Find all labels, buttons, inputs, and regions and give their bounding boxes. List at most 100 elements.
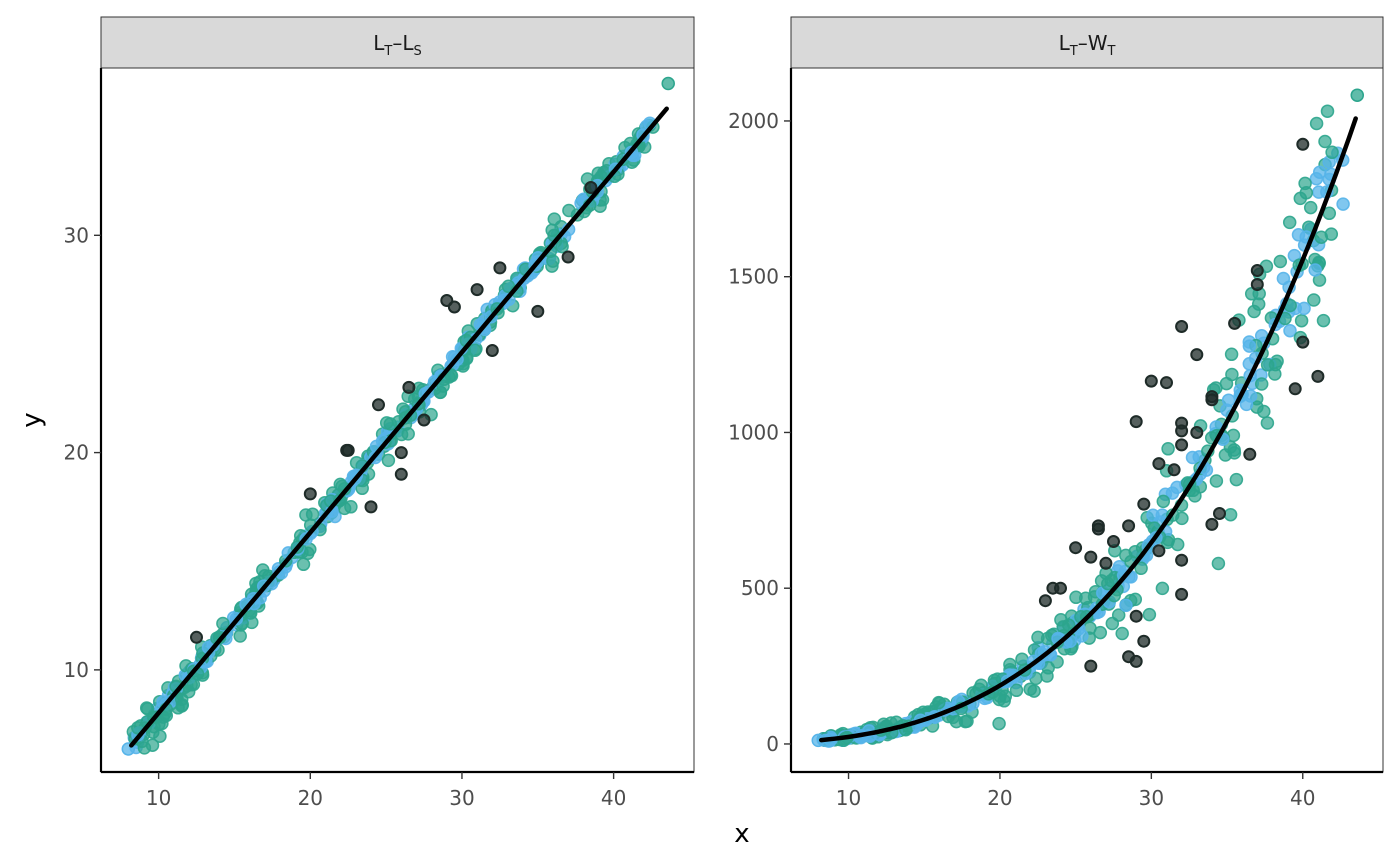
point-endpoint [661, 76, 675, 91]
point-green [1155, 581, 1170, 596]
point-outlier [1091, 522, 1105, 536]
point-outlier [1167, 463, 1181, 477]
x-tick-label: 10 [836, 786, 861, 810]
point-outlier [1084, 659, 1098, 673]
point-outlier [402, 380, 416, 394]
strip-background-right [790, 16, 1384, 69]
point-green [1324, 227, 1339, 241]
point-blue [1239, 397, 1254, 412]
point-outlier [1175, 553, 1189, 567]
point-outlier [1296, 137, 1310, 151]
point-green [1325, 145, 1339, 160]
point-outlier [394, 446, 408, 460]
point-green [381, 453, 396, 468]
point-outlier [1084, 550, 1098, 564]
point-green [1229, 472, 1244, 487]
strip-background-left [100, 16, 695, 69]
y-axis-title: y [17, 412, 47, 427]
point-green [1223, 507, 1238, 522]
point-outlier [1288, 382, 1302, 396]
x-tick-label: 20 [298, 786, 323, 810]
point-green [296, 557, 311, 572]
point-green [1225, 367, 1239, 382]
point-green [931, 695, 946, 710]
point-outlier [1152, 544, 1166, 558]
point-outlier [1137, 634, 1151, 648]
point-green [960, 714, 974, 728]
x-tick-label: 10 [146, 786, 171, 810]
point-green [305, 507, 320, 521]
point-outlier [485, 344, 499, 357]
point-outlier [1175, 587, 1189, 601]
point-outlier [1107, 535, 1120, 548]
point-outlier [1175, 320, 1189, 333]
point-green [1054, 613, 1068, 627]
point-green [1268, 367, 1282, 381]
point-green [1303, 200, 1318, 215]
point-outlier [372, 398, 385, 412]
point-green [1134, 561, 1148, 576]
point-outlier [1228, 316, 1242, 330]
point-green [216, 616, 230, 631]
point-green [1260, 358, 1275, 372]
x-ticks-left: 10 20 30 40 [146, 772, 626, 810]
point-green [1307, 293, 1321, 307]
point-outlier [1213, 507, 1226, 520]
point-outlier [1152, 457, 1166, 471]
outlier-points-left [190, 181, 598, 644]
point-green [1023, 682, 1037, 696]
point-outlier [1250, 278, 1264, 291]
point-outlier [1190, 348, 1204, 362]
x-tick-label: 40 [1290, 786, 1315, 810]
x-axis-title: x [734, 819, 749, 849]
point-green [1260, 416, 1275, 430]
x-tick-label: 30 [449, 786, 474, 810]
y-tick-label: 0 [766, 732, 779, 756]
point-outlier [1046, 581, 1060, 595]
point-green [1282, 215, 1297, 230]
point-green [436, 379, 450, 393]
point-green [1115, 626, 1129, 641]
point-green [1227, 446, 1242, 460]
point-green [1128, 592, 1143, 607]
point-outlier [447, 300, 461, 314]
point-green [992, 692, 1007, 707]
fit-line-right [819, 116, 1358, 743]
point-outlier [1099, 556, 1113, 570]
point-outlier [1144, 374, 1158, 388]
point-outlier [1137, 497, 1151, 511]
y-tick-label: 2000 [728, 109, 779, 133]
point-outlier [1122, 519, 1136, 533]
point-blue [1336, 197, 1350, 211]
point-outlier [1129, 415, 1143, 429]
point-green [1142, 607, 1157, 622]
point-outlier [531, 304, 545, 318]
point-green [1015, 652, 1029, 666]
point-green [1299, 186, 1314, 200]
point-outlier [1296, 335, 1310, 349]
outlier-points-right [1038, 137, 1325, 673]
point-green [1251, 297, 1266, 311]
point-green [1257, 404, 1271, 419]
point-outlier [1160, 376, 1173, 390]
point-green [546, 254, 560, 268]
point-green [1254, 377, 1269, 391]
point-green [501, 279, 516, 294]
scatter-points-left [121, 76, 675, 756]
point-green [547, 212, 562, 226]
point-green [175, 698, 190, 712]
point-outlier [1129, 609, 1143, 623]
point-green [186, 677, 201, 692]
point-green [1101, 576, 1115, 591]
point-green [153, 729, 167, 743]
fit-line-left [129, 106, 669, 748]
y-ticks-right: 0 500 1000 1500 2000 [728, 109, 791, 756]
point-outlier [1129, 654, 1143, 668]
y-tick-label: 1500 [728, 265, 779, 289]
y-tick-label: 20 [64, 441, 89, 465]
point-outlier [1205, 517, 1219, 531]
point-green [1009, 683, 1024, 698]
point-green [1209, 474, 1224, 488]
point-outlier [1205, 393, 1219, 407]
point-green [139, 701, 154, 715]
